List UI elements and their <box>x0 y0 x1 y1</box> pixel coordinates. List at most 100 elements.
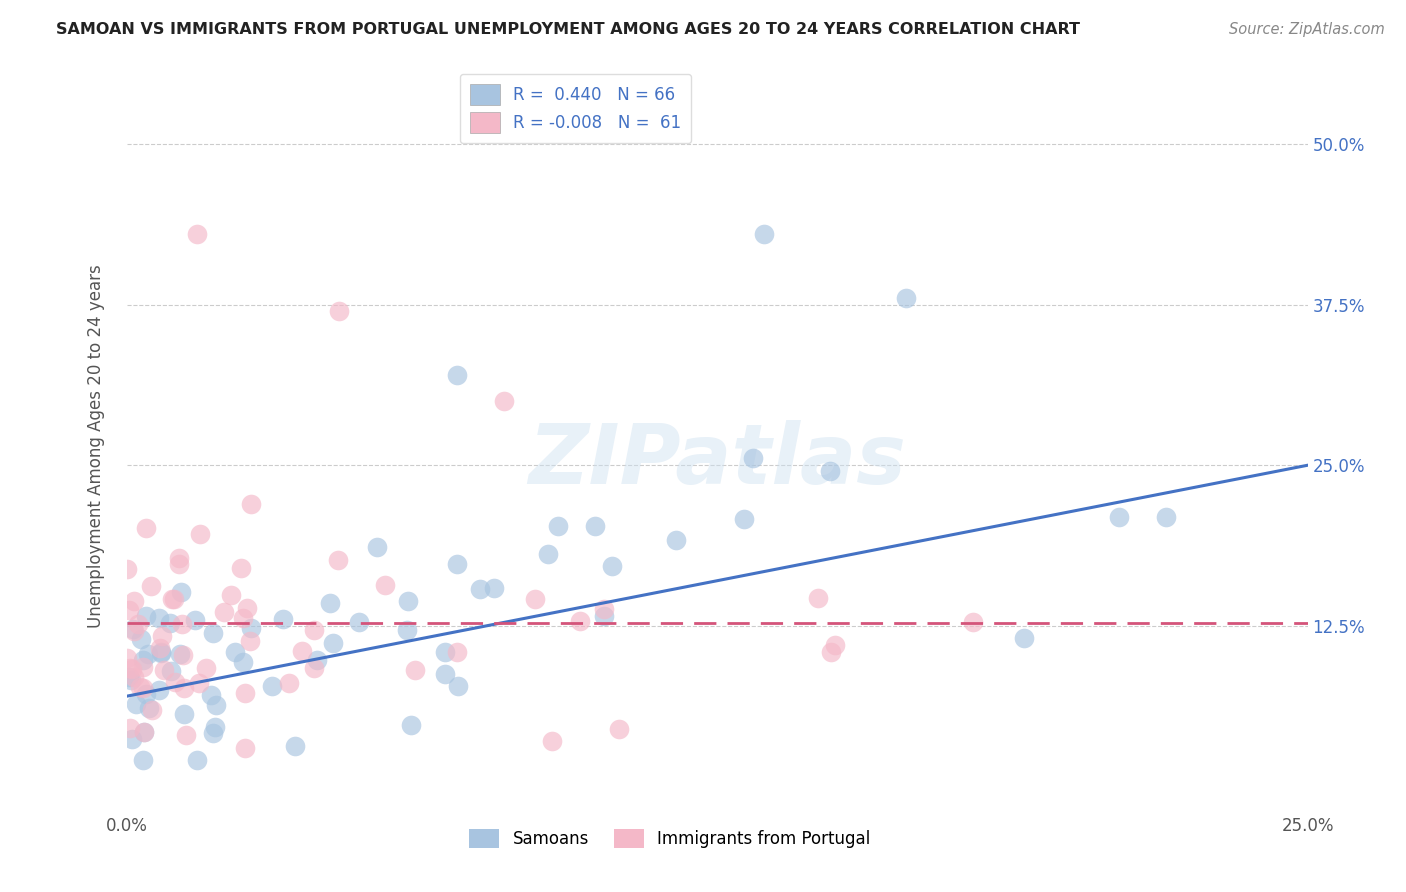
Point <box>818 464 841 478</box>
Point <box>271 612 294 626</box>
Point <box>169 557 191 571</box>
Point <box>186 753 208 767</box>
Point <box>138 700 160 714</box>
Point <box>117 669 139 683</box>
Point <box>665 533 688 548</box>
Point <box>153 663 176 677</box>
Point <box>162 592 184 607</box>
Point <box>134 687 156 701</box>
Point <box>326 553 349 567</box>
Point <box>592 609 614 624</box>
Point <box>593 602 616 616</box>
Point <box>291 644 314 658</box>
Point <box>188 527 211 541</box>
Point <box>235 600 257 615</box>
Point <box>219 588 242 602</box>
Point <box>1108 509 1130 524</box>
Point <box>302 623 325 637</box>
Point <box>434 667 457 681</box>
Point <box>115 562 138 576</box>
Point <box>118 721 141 735</box>
Point <box>434 645 457 659</box>
Point <box>328 304 350 318</box>
Point <box>163 675 186 690</box>
Point <box>135 609 157 624</box>
Point <box>148 683 170 698</box>
Point <box>319 596 342 610</box>
Text: ZIPatlas: ZIPatlas <box>529 420 905 501</box>
Point <box>149 640 172 655</box>
Point <box>135 521 157 535</box>
Point <box>396 594 419 608</box>
Point <box>139 579 162 593</box>
Point <box>232 655 254 669</box>
Point <box>733 512 755 526</box>
Point <box>132 660 155 674</box>
Point <box>174 728 197 742</box>
Point <box>240 497 263 511</box>
Point <box>399 718 422 732</box>
Point <box>374 577 396 591</box>
Point <box>129 632 152 647</box>
Point <box>149 645 172 659</box>
Point <box>537 548 560 562</box>
Point <box>170 616 193 631</box>
Point <box>260 680 283 694</box>
Point <box>115 651 138 665</box>
Point <box>547 519 569 533</box>
Point <box>894 292 917 306</box>
Point <box>118 602 141 616</box>
Point <box>163 591 186 606</box>
Point <box>121 731 143 746</box>
Point <box>446 368 468 383</box>
Point <box>169 647 191 661</box>
Point <box>754 227 776 242</box>
Point <box>205 698 228 713</box>
Point <box>962 615 984 629</box>
Point <box>468 582 491 596</box>
Point <box>741 450 763 465</box>
Point <box>583 519 606 533</box>
Point <box>194 661 217 675</box>
Point <box>1154 509 1177 524</box>
Point <box>134 725 156 739</box>
Point <box>446 645 468 659</box>
Point <box>212 605 235 619</box>
Point <box>494 394 516 409</box>
Point <box>600 559 623 574</box>
Point <box>188 675 211 690</box>
Point <box>118 661 141 675</box>
Point <box>173 706 195 721</box>
Point <box>229 561 252 575</box>
Point <box>824 638 846 652</box>
Point <box>1012 632 1035 646</box>
Legend: Samoans, Immigrants from Portugal: Samoans, Immigrants from Portugal <box>463 822 877 855</box>
Point <box>131 653 153 667</box>
Point <box>172 648 194 662</box>
Point <box>235 686 257 700</box>
Point <box>277 676 299 690</box>
Point <box>482 581 505 595</box>
Point <box>404 663 426 677</box>
Point <box>128 681 150 695</box>
Point <box>167 550 190 565</box>
Point <box>159 615 181 630</box>
Point <box>232 611 254 625</box>
Point <box>173 681 195 695</box>
Point <box>607 722 630 736</box>
Point <box>122 624 145 638</box>
Point <box>136 647 159 661</box>
Point <box>121 662 143 676</box>
Point <box>395 624 418 638</box>
Point <box>201 726 224 740</box>
Point <box>202 625 225 640</box>
Point <box>127 617 149 632</box>
Point <box>120 673 142 687</box>
Point <box>305 653 328 667</box>
Point <box>184 614 207 628</box>
Point <box>122 622 145 636</box>
Point <box>820 644 842 658</box>
Point <box>141 703 163 717</box>
Point <box>302 660 325 674</box>
Point <box>239 633 262 648</box>
